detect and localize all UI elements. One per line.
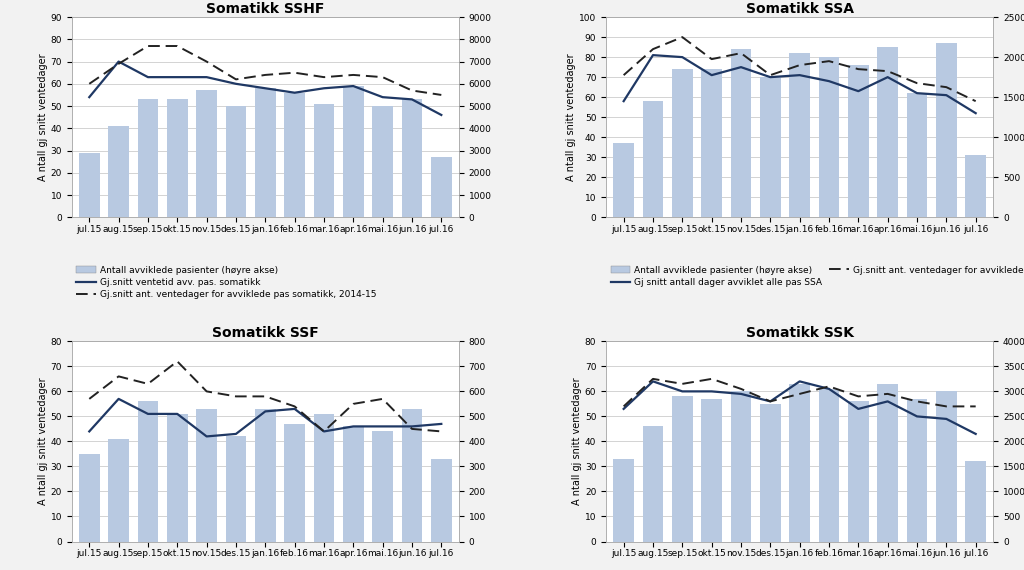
Title: Somatikk SSA: Somatikk SSA: [745, 2, 854, 16]
Bar: [701, 69, 722, 217]
Bar: [643, 101, 664, 217]
Bar: [878, 47, 898, 217]
Title: Somatikk SSHF: Somatikk SSHF: [206, 2, 325, 16]
Bar: [878, 384, 898, 542]
Bar: [819, 389, 840, 542]
Bar: [906, 399, 928, 542]
Bar: [431, 459, 452, 542]
Bar: [613, 459, 634, 542]
Bar: [760, 77, 780, 217]
Bar: [343, 426, 364, 542]
Bar: [343, 86, 364, 217]
Bar: [431, 157, 452, 217]
Bar: [760, 404, 780, 542]
Legend: Antall avviklede pasienter (høyre akse), Gj snitt antall dager avviklet alle pas: Antall avviklede pasienter (høyre akse),…: [610, 266, 1024, 287]
Bar: [197, 91, 217, 217]
Bar: [373, 431, 393, 542]
Bar: [966, 155, 986, 217]
Bar: [401, 409, 422, 542]
Bar: [401, 99, 422, 217]
Title: Somatikk SSK: Somatikk SSK: [745, 326, 854, 340]
Y-axis label: A ntall gj snitt ventedager: A ntall gj snitt ventedager: [566, 54, 577, 181]
Bar: [731, 49, 752, 217]
Bar: [167, 99, 187, 217]
Y-axis label: A ntall gj snitt ventedager: A ntall gj snitt ventedager: [38, 377, 48, 505]
Bar: [613, 143, 634, 217]
Bar: [137, 99, 159, 217]
Bar: [79, 153, 99, 217]
Bar: [225, 437, 246, 542]
Bar: [936, 392, 956, 542]
Bar: [848, 65, 868, 217]
Bar: [109, 439, 129, 542]
Bar: [643, 426, 664, 542]
Bar: [167, 414, 187, 542]
Y-axis label: A ntall gj snitt ventedager: A ntall gj snitt ventedager: [572, 377, 582, 505]
Bar: [137, 401, 159, 542]
Y-axis label: A ntall gj snitt ventedager: A ntall gj snitt ventedager: [38, 54, 48, 181]
Bar: [790, 53, 810, 217]
Bar: [79, 454, 99, 542]
Bar: [109, 126, 129, 217]
Bar: [313, 104, 334, 217]
Bar: [285, 93, 305, 217]
Bar: [373, 106, 393, 217]
Bar: [255, 88, 275, 217]
Bar: [701, 399, 722, 542]
Bar: [225, 106, 246, 217]
Bar: [790, 384, 810, 542]
Legend: Antall avviklede pasienter (høyre akse), Gj.snitt ventetid avv. pas. somatikk, G: Antall avviklede pasienter (høyre akse),…: [76, 266, 376, 299]
Title: Somatikk SSF: Somatikk SSF: [212, 326, 318, 340]
Bar: [672, 396, 692, 542]
Bar: [285, 424, 305, 542]
Bar: [819, 57, 840, 217]
Bar: [255, 409, 275, 542]
Bar: [936, 43, 956, 217]
Bar: [731, 392, 752, 542]
Bar: [197, 409, 217, 542]
Bar: [906, 93, 928, 217]
Bar: [966, 462, 986, 542]
Bar: [313, 414, 334, 542]
Bar: [848, 401, 868, 542]
Bar: [672, 69, 692, 217]
